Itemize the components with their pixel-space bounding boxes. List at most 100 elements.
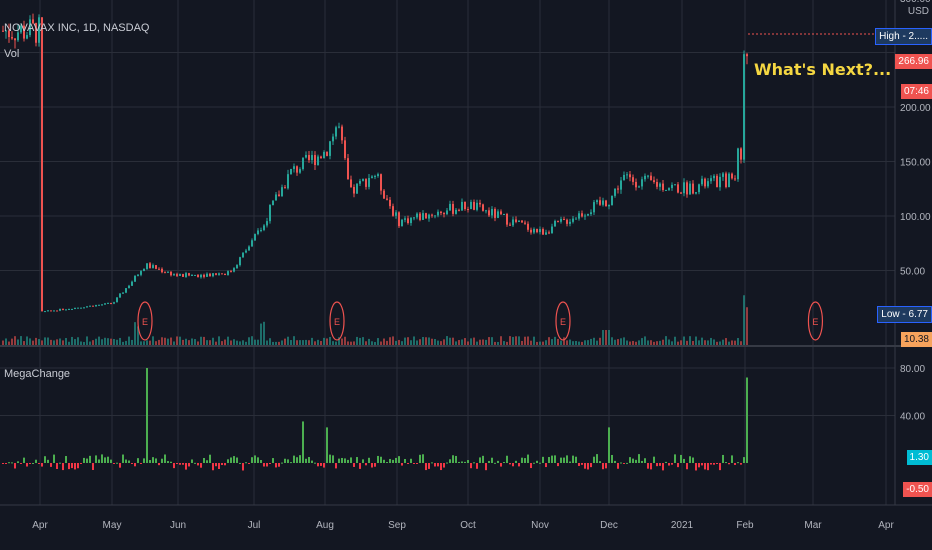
candles: [2, 13, 748, 313]
volume-bar: [167, 338, 169, 345]
volume-bar: [641, 338, 643, 345]
candle-body: [566, 219, 568, 224]
volume-bar: [278, 341, 280, 345]
candle-body: [311, 155, 313, 161]
volume-bar: [677, 341, 679, 345]
volume-bar: [566, 340, 568, 345]
candle-body: [125, 288, 127, 293]
mega-bar: [284, 458, 286, 463]
mega-bar: [209, 454, 211, 463]
candle-body: [452, 203, 454, 214]
volume-bar: [341, 338, 343, 345]
candle-body: [176, 274, 178, 276]
candle-body: [689, 183, 691, 195]
candle-body: [248, 246, 250, 251]
volume-bar: [602, 330, 604, 345]
candle-body: [449, 203, 451, 211]
volume-bar: [110, 338, 112, 345]
mega-bar: [224, 463, 226, 466]
y-tick-label: 50.00: [900, 267, 925, 278]
mega-bar: [443, 463, 445, 468]
volume-bar: [299, 340, 301, 345]
mega-bar: [245, 462, 247, 464]
mega-bar: [101, 454, 103, 463]
candle-body: [170, 271, 172, 276]
volume-bar: [95, 338, 97, 345]
volume-bar: [134, 322, 136, 345]
candle-body: [128, 285, 130, 289]
volume-bar: [719, 341, 721, 345]
mega-bar: [728, 463, 730, 465]
volume-bar: [587, 340, 589, 345]
volume-bar: [8, 341, 10, 345]
candle-body: [545, 232, 547, 235]
mega-bar: [575, 456, 577, 463]
candle-body: [611, 195, 613, 206]
mega-bar: [668, 463, 670, 466]
mega-bar: [551, 455, 553, 463]
volume-bar: [173, 341, 175, 345]
candle-body: [647, 175, 649, 177]
volume-bar: [743, 295, 745, 345]
mega-bar: [461, 461, 463, 463]
candle-body: [83, 307, 85, 309]
mega-bar: [479, 457, 481, 463]
volume-bar: [440, 341, 442, 345]
candle-body: [710, 178, 712, 182]
volume-bar: [461, 339, 463, 345]
volume-bar: [170, 337, 172, 345]
mega-bar: [365, 463, 367, 466]
mega-bar: [272, 458, 274, 463]
mega-bar: [335, 463, 337, 469]
mega-bar: [455, 455, 457, 463]
mega-bar: [395, 457, 397, 463]
mega-bar: [68, 463, 70, 470]
mega-bar: [287, 459, 289, 463]
mega-bar: [83, 457, 85, 463]
candle-body: [512, 219, 514, 226]
volume-bar: [407, 337, 409, 345]
mega-bar: [107, 456, 109, 463]
volume-bar: [449, 337, 451, 345]
mega-bar: [80, 463, 82, 464]
mega-bar: [407, 463, 409, 464]
volume-bar: [371, 341, 373, 345]
mega-bar: [434, 463, 436, 467]
x-tick-label: Nov: [531, 520, 549, 531]
mega-bar: [65, 456, 67, 463]
mega-bar: [665, 461, 667, 463]
candle-body: [518, 220, 520, 222]
candle-body: [521, 220, 523, 223]
candle-body: [623, 174, 625, 181]
candle-body: [713, 175, 715, 179]
candle-body: [380, 174, 382, 191]
volume-bar: [338, 337, 340, 345]
mega-bar: [53, 454, 55, 463]
volume-bar: [611, 337, 613, 345]
volume-bar: [455, 341, 457, 345]
mega-bar: [263, 463, 265, 467]
mega-bar: [125, 459, 127, 463]
mega-bar: [110, 459, 112, 463]
mega-bar: [134, 463, 136, 467]
candle-body: [38, 17, 40, 43]
volume-bar: [668, 339, 670, 345]
candle-body: [638, 186, 640, 188]
volume-bar: [260, 323, 262, 345]
mega-bar: [446, 462, 448, 464]
earnings-marker-label: E: [334, 317, 340, 327]
mega-bar: [731, 455, 733, 463]
volume-bar: [251, 336, 253, 345]
volume-bar: [68, 341, 70, 345]
candle-body: [482, 204, 484, 211]
volume-bar: [182, 339, 184, 345]
volume-bar: [140, 341, 142, 345]
candle-body: [5, 30, 7, 32]
volume-bar: [185, 338, 187, 345]
volume-bar: [233, 339, 235, 345]
mega-bar: [746, 377, 748, 463]
candle-body: [533, 228, 535, 233]
volume-bar: [26, 336, 28, 345]
